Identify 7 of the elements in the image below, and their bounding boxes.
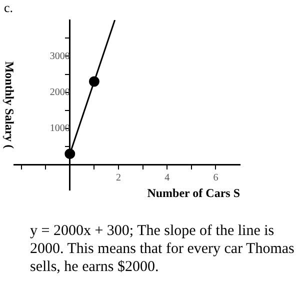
text: y = 2000x + 300; The slope of the line is 2000. This means that for every car Thomas sells, he earns $2000. bbox=[30, 222, 296, 276]
x-tick-label: 6 bbox=[213, 172, 218, 184]
x-tick-label: 2 bbox=[116, 172, 121, 184]
x-tick-label: 4 bbox=[164, 172, 170, 184]
text: c. bbox=[4, 0, 14, 16]
y-axis-title: Monthly Salary ( bbox=[2, 61, 17, 149]
x-axis-title: Number of Cars S bbox=[147, 186, 240, 200]
